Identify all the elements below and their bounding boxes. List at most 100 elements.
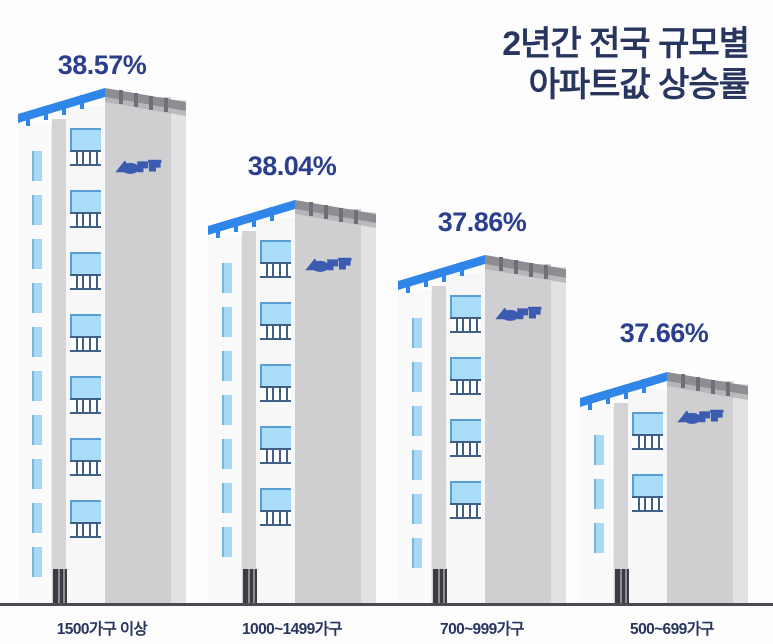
window-side [222, 439, 232, 469]
roof-notch [309, 202, 313, 216]
roof-notch [424, 273, 428, 287]
balcony-glass [260, 426, 291, 450]
balcony-rail [70, 397, 101, 414]
balcony-rail [70, 273, 101, 290]
window-side [32, 503, 42, 533]
window-balcony [632, 474, 663, 512]
roof-notch [44, 106, 48, 120]
window-side [412, 538, 422, 568]
bar-value-label: 37.66% [619, 318, 709, 348]
balcony-rail [632, 433, 663, 450]
roof-notch [406, 279, 410, 293]
balcony-glass [450, 295, 481, 319]
roof-notch [62, 101, 66, 115]
window-balcony [70, 128, 101, 166]
window-balcony [70, 252, 101, 290]
bar-building [398, 255, 566, 603]
window-balcony [70, 500, 101, 538]
roof-notch [164, 98, 168, 112]
balcony-glass [70, 252, 101, 276]
bar-category-label: 500~699가구 [630, 621, 715, 638]
roof-notch [544, 265, 548, 279]
window-side [222, 395, 232, 425]
building-logo [105, 159, 171, 185]
balcony-rail [450, 502, 481, 519]
balcony-rail [260, 447, 291, 464]
window-side [222, 351, 232, 381]
building-logo [667, 409, 733, 435]
balcony-glass [70, 438, 101, 462]
bar-value-label: 38.04% [247, 151, 337, 181]
apartment-mark-icon [112, 159, 163, 178]
roof-notch [642, 379, 646, 393]
balcony-glass [450, 481, 481, 505]
building-face-seam [52, 119, 66, 603]
window-balcony [632, 412, 663, 450]
balcony-glass [260, 488, 291, 512]
roof-notch [80, 95, 84, 109]
window-side [412, 406, 422, 436]
window-balcony [70, 314, 101, 352]
balcony-glass [450, 419, 481, 443]
window-side [594, 523, 604, 553]
roof-notch [252, 213, 256, 227]
window-balcony [70, 438, 101, 476]
window-balcony [260, 240, 291, 278]
window-side [222, 483, 232, 513]
balcony-rail [70, 335, 101, 352]
roof-notch [324, 205, 328, 219]
window-side [412, 362, 422, 392]
balcony-rail [260, 261, 291, 278]
window-balcony [260, 426, 291, 464]
window-balcony [450, 295, 481, 333]
roof-notch [606, 390, 610, 404]
balcony-glass [70, 376, 101, 400]
building-face-right-edge [733, 384, 748, 603]
roof-notch [624, 385, 628, 399]
balcony-rail [632, 495, 663, 512]
axis-baseline [0, 603, 773, 606]
window-side [412, 450, 422, 480]
balcony-glass [260, 240, 291, 264]
roof-notch [529, 263, 533, 277]
bar-category-label: 1500가구 이상 [56, 621, 148, 638]
building-entrance-door [53, 569, 67, 603]
building-face-seam [432, 286, 446, 603]
title-line-1: 2년간 전국 규모별 [502, 25, 750, 63]
building-face-right-edge [361, 212, 376, 603]
window-side [32, 459, 42, 489]
roof-notch [26, 112, 30, 126]
balcony-glass [70, 190, 101, 214]
balcony-glass [450, 357, 481, 381]
balcony-glass [260, 364, 291, 388]
roof-notch [499, 257, 503, 271]
title-line-2: 아파트값 상승률 [528, 66, 750, 105]
building-logo [295, 257, 361, 283]
roof-notch [588, 396, 592, 410]
building-face-logo [295, 209, 361, 603]
window-balcony [70, 376, 101, 414]
balcony-rail [450, 378, 481, 395]
apartment-mark-icon [302, 257, 353, 276]
building-face-seam [614, 403, 628, 603]
bar-building [580, 372, 748, 603]
balcony-rail [450, 316, 481, 333]
building-face-right-edge [551, 267, 566, 603]
bar-building [18, 88, 186, 603]
roof-notch [149, 96, 153, 110]
roof-notch [134, 93, 138, 107]
window-balcony [70, 190, 101, 228]
building-entrance-door [615, 569, 629, 603]
window-balcony [450, 481, 481, 519]
roof-notch [514, 260, 518, 274]
window-side [32, 327, 42, 357]
window-balcony [260, 302, 291, 340]
building-face-seam [242, 231, 256, 603]
roof-notch [339, 208, 343, 222]
bar-category-label: 1000~1499가구 [242, 621, 343, 638]
apartment-mark-icon [674, 409, 725, 428]
building-face-right-edge [171, 100, 186, 603]
balcony-rail [70, 149, 101, 166]
balcony-glass [632, 412, 663, 436]
roof-notch [442, 268, 446, 282]
